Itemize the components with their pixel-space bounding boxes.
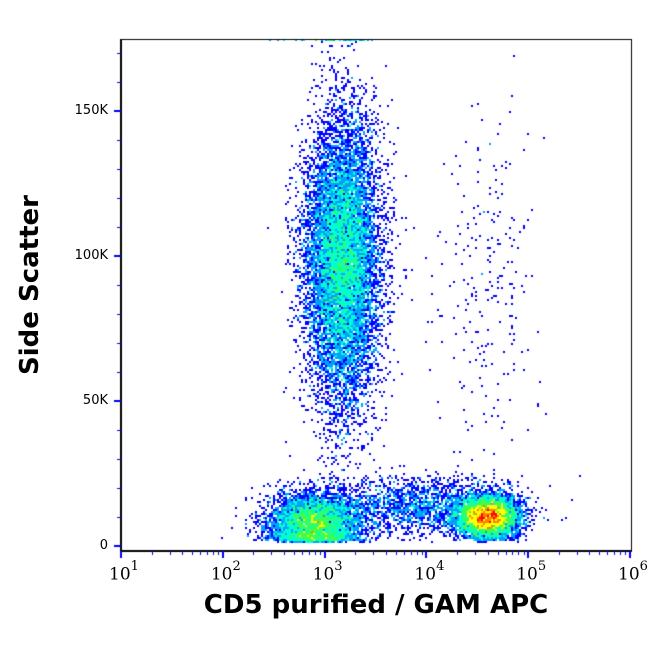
x-tick-label: 103 (312, 559, 343, 585)
x-axis-title: CD5 purified / GAM APC (203, 590, 549, 620)
x-tick-label: 105 (516, 559, 547, 585)
x-tick-label: 101 (109, 559, 139, 585)
y-tick-label: 0 (99, 538, 108, 553)
y-tick-label: 50K (82, 393, 108, 408)
y-tick-label: 100K (74, 248, 108, 263)
x-tick-label: 102 (210, 559, 241, 585)
y-tick-label: 150K (74, 103, 108, 118)
x-tick-label: 106 (618, 559, 648, 585)
y-axis-title: Side Scatter (15, 195, 45, 375)
x-tick-label: 104 (414, 559, 445, 585)
